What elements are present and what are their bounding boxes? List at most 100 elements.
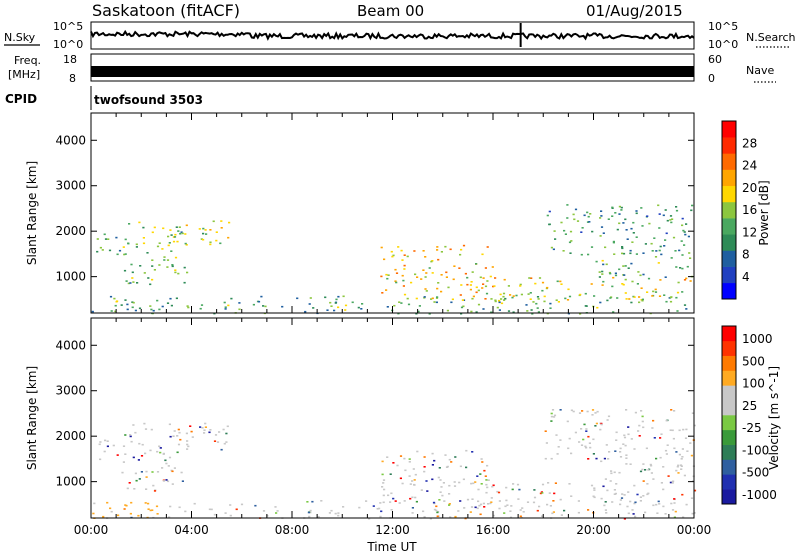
echo-cell xyxy=(639,496,642,498)
echo-cell xyxy=(500,302,504,305)
echo-cell xyxy=(125,504,128,507)
echo-cell xyxy=(428,267,431,269)
echo-cell xyxy=(450,301,453,304)
x-tick-label: 00:00 xyxy=(74,523,109,537)
echo-cell xyxy=(181,480,184,482)
echo-cell xyxy=(606,419,609,421)
echo-cell xyxy=(103,233,106,236)
echo-cell xyxy=(135,246,138,248)
echo-cell xyxy=(201,427,204,429)
echo-cell xyxy=(134,309,137,312)
echo-cell xyxy=(652,290,655,293)
x-tick-label: 08:00 xyxy=(275,523,310,537)
echo-cell xyxy=(503,299,506,301)
echo-cell xyxy=(536,296,540,298)
echo-cell xyxy=(186,440,189,442)
echo-cell xyxy=(509,516,513,519)
echo-cell xyxy=(484,475,487,477)
echo-cell xyxy=(275,512,278,514)
echo-cell xyxy=(202,238,205,241)
echo-cell xyxy=(616,228,619,231)
echo-cell xyxy=(390,492,393,495)
echo-cell xyxy=(557,446,560,448)
echo-cell xyxy=(205,233,208,235)
echo-cell xyxy=(203,429,206,431)
echo-cell xyxy=(687,235,690,238)
echo-cell xyxy=(470,310,473,313)
echo-cell xyxy=(475,263,478,265)
echo-cell xyxy=(599,235,602,237)
echo-cell xyxy=(622,283,625,286)
echo-cell xyxy=(176,435,179,437)
echo-cell xyxy=(659,245,662,248)
y-tick-label: 3000 xyxy=(55,179,86,193)
echo-cell xyxy=(392,497,395,500)
echo-cell xyxy=(677,464,680,467)
echo-cell xyxy=(324,296,327,299)
echo-cell xyxy=(176,451,179,454)
echo-cell xyxy=(634,501,637,504)
echo-cell xyxy=(527,293,530,295)
echo-cell xyxy=(190,430,193,433)
echo-cell xyxy=(452,278,455,281)
echo-cell xyxy=(600,422,603,425)
echo-cell xyxy=(681,448,684,450)
echo-cell xyxy=(525,304,528,306)
echo-cell xyxy=(210,508,213,511)
echo-cell xyxy=(202,232,205,235)
echo-cell xyxy=(490,497,493,499)
echo-cell xyxy=(665,453,668,455)
echo-cell xyxy=(613,253,616,255)
y-tick-label: 1000 xyxy=(55,270,86,284)
colorbar-segment xyxy=(722,385,736,401)
echo-cell xyxy=(684,233,687,236)
echo-cell xyxy=(411,512,414,514)
echo-cell xyxy=(475,311,478,313)
echo-cell xyxy=(177,443,181,446)
echo-cell xyxy=(566,420,569,423)
station-title: Saskatoon (fitACF) xyxy=(92,1,240,20)
echo-cell xyxy=(671,509,675,511)
echo-cell xyxy=(622,443,625,445)
echo-cell xyxy=(451,298,454,301)
echo-cell xyxy=(415,500,418,503)
echo-cell xyxy=(459,465,462,468)
echo-cell xyxy=(124,299,127,301)
echo-cell xyxy=(138,478,141,480)
echo-cell xyxy=(209,229,212,231)
echo-cell xyxy=(413,479,416,481)
echo-cell xyxy=(479,276,482,279)
echo-cell xyxy=(183,281,186,284)
colorbar-segment xyxy=(722,459,736,475)
echo-cell xyxy=(460,248,463,251)
echo-cell xyxy=(659,456,662,459)
echo-cell xyxy=(671,218,674,220)
echo-cell xyxy=(165,479,168,481)
echo-cell xyxy=(498,507,501,510)
colorbar-tick-label: 20 xyxy=(742,181,757,195)
echo-cell xyxy=(580,253,583,256)
colorbar-segment xyxy=(722,234,736,251)
echo-cell xyxy=(612,276,615,279)
echo-cell xyxy=(383,488,386,491)
echo-cell xyxy=(142,226,145,229)
echo-cell xyxy=(572,213,575,216)
power-y-axis: 1000 2000 3000 4000 xyxy=(55,133,694,284)
echo-cell xyxy=(638,424,641,427)
echo-cell xyxy=(586,221,590,223)
echo-cell xyxy=(470,482,473,485)
echo-cell xyxy=(161,248,164,250)
echo-cell xyxy=(401,482,404,485)
power-x-axis xyxy=(90,113,695,313)
echo-cell xyxy=(127,242,130,245)
echo-cell xyxy=(137,459,140,461)
echo-cell xyxy=(394,280,397,282)
echo-cell xyxy=(622,265,625,267)
echo-cell xyxy=(665,419,668,422)
echo-cell xyxy=(159,451,162,454)
echo-cell xyxy=(116,253,119,256)
echo-cell xyxy=(576,220,580,222)
echo-cell xyxy=(494,299,497,302)
echo-cell xyxy=(663,245,666,247)
noise-tick-bottom-right: 10^0 xyxy=(708,38,738,51)
